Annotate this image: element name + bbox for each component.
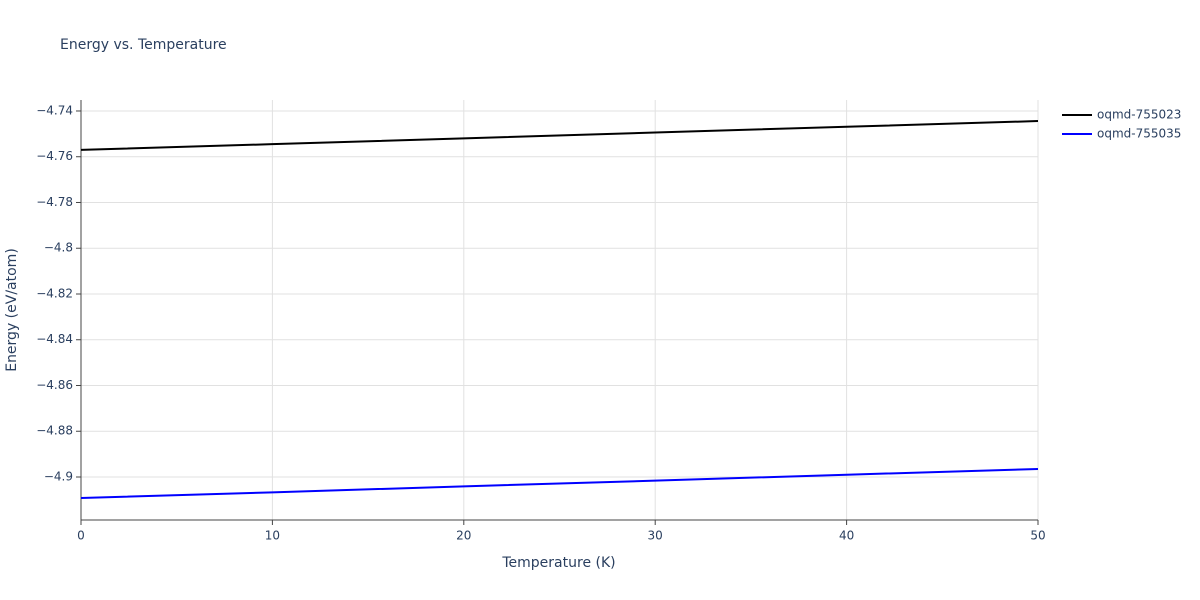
x-axis-title: Temperature (K) [501,555,615,571]
y-tick-label: −4.84 [36,332,73,346]
y-tick-label: −4.9 [44,469,73,483]
y-tick-label: −4.78 [36,195,73,209]
x-tick-label: 20 [456,529,471,543]
series-line [80,467,1039,500]
x-tick-label: 10 [265,529,280,543]
x-tick-label: 30 [648,529,663,543]
y-tick-label: −4.8 [44,241,73,255]
y-axis-title: Energy (eV/atom) [4,248,20,372]
y-tick-label: −4.86 [36,378,73,392]
y-tick-label: −4.76 [36,149,73,163]
legend-label: oqmd-755023 [1097,108,1181,122]
chart-title: Energy vs. Temperature [60,37,227,53]
x-tick-label: 50 [1030,529,1045,543]
y-tick-label: −4.88 [36,424,73,438]
x-tick-label: 0 [77,529,85,543]
y-tick-label: −4.74 [36,103,73,117]
legend-label: oqmd-755035 [1097,127,1181,141]
y-tick-label: −4.82 [36,286,73,300]
series-line [80,120,1039,151]
x-tick-label: 40 [839,529,854,543]
